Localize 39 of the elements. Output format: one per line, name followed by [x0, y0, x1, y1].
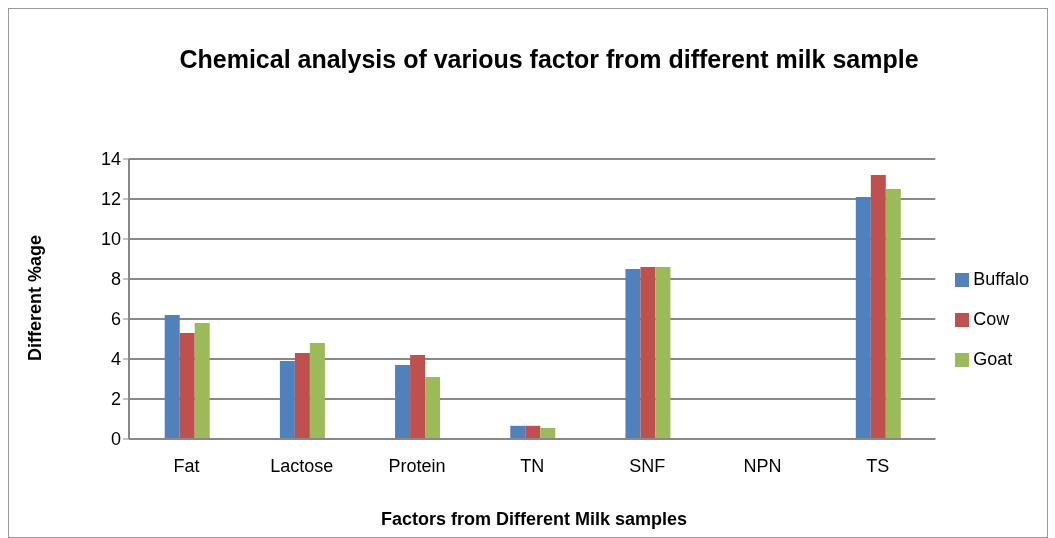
- bar: [194, 323, 210, 439]
- y-tick-label: 4: [110, 349, 121, 370]
- y-tick-label: 6: [110, 309, 121, 330]
- y-tick-label: 0: [110, 429, 121, 450]
- legend-label: Cow: [973, 309, 1010, 329]
- x-tick-label: NPN: [743, 455, 782, 476]
- x-tick-label: Protein: [388, 455, 446, 476]
- bar: [164, 315, 180, 439]
- y-axis-title: Different %age: [24, 234, 46, 362]
- chart-title: Chemical analysis of various factor from different milk sample: [178, 44, 920, 75]
- bar: [294, 353, 310, 439]
- bar: [540, 428, 556, 439]
- bar: [425, 377, 441, 439]
- bar: [625, 269, 641, 439]
- x-axis-title: Factors from Different Milk samples: [379, 509, 689, 530]
- y-tick-label: 2: [110, 389, 121, 410]
- x-tick-label: Lactose: [270, 455, 334, 476]
- bar: [885, 189, 901, 439]
- x-tick-label: TN: [520, 455, 545, 476]
- bar: [309, 343, 325, 439]
- y-tick-label: 14: [100, 149, 121, 170]
- bar: [870, 175, 886, 439]
- bar: [395, 365, 411, 439]
- bar: [655, 267, 671, 439]
- bar: [179, 333, 195, 439]
- y-tick-label: 8: [110, 269, 121, 290]
- y-tick-label: 10: [100, 229, 121, 250]
- bar: [410, 355, 426, 439]
- x-tick-label: SNF: [629, 455, 666, 476]
- x-tick-label: TS: [866, 455, 890, 476]
- y-tick-label: 12: [100, 189, 121, 210]
- x-tick-label: Fat: [173, 455, 200, 476]
- legend-label: Buffalo: [973, 269, 1029, 289]
- bar: [510, 425, 526, 439]
- bar: [640, 267, 656, 439]
- legend-label: Goat: [973, 349, 1013, 369]
- bar: [279, 361, 295, 439]
- bar: [525, 425, 541, 439]
- bar: [855, 197, 871, 439]
